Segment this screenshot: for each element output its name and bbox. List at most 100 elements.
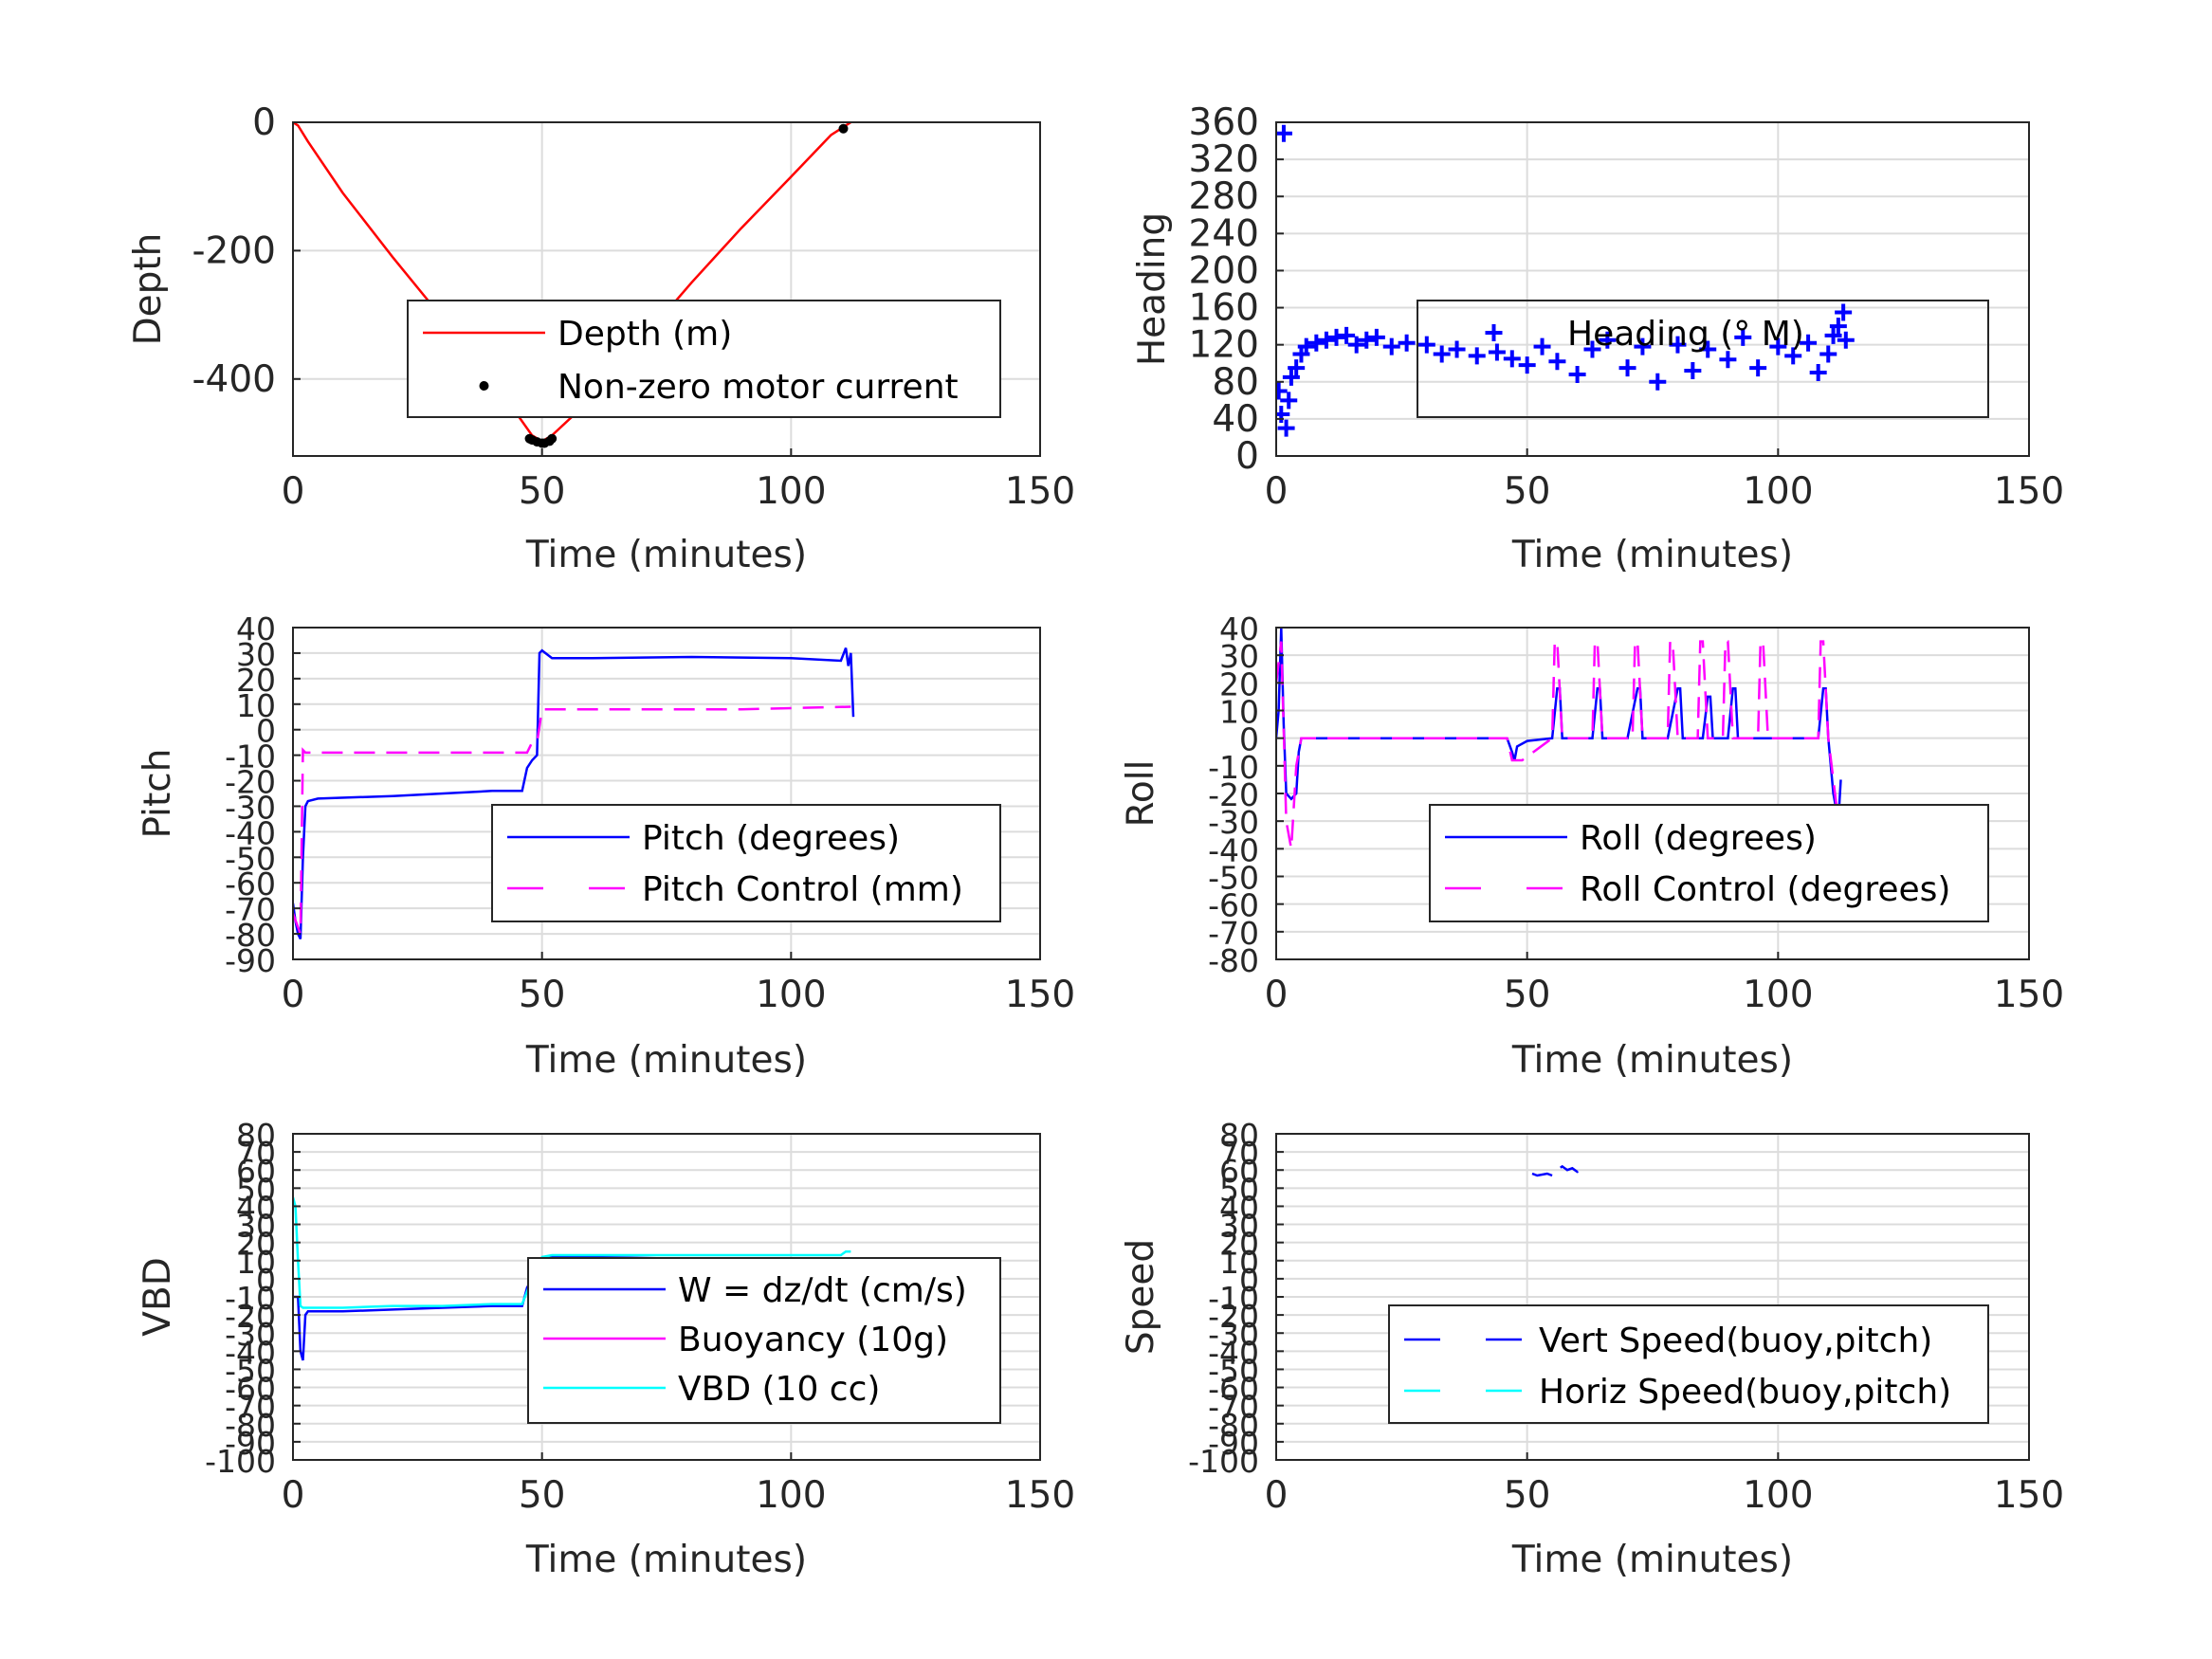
y-tick-label: -60 (1208, 887, 1259, 924)
heading-point (1382, 337, 1400, 356)
y-tick-label: -100 (1188, 1443, 1259, 1480)
y-tick-label: 70 (1219, 1135, 1259, 1172)
heading-point (1634, 337, 1652, 356)
heading-point (1837, 331, 1855, 349)
y-tick-label: 80 (1219, 1117, 1259, 1154)
heading-point (1618, 359, 1636, 377)
y-tick-label: 0 (252, 101, 276, 144)
y-tick-label: 60 (236, 1153, 276, 1190)
legend-entry: Pitch Control (mm) (642, 870, 963, 909)
x-axis-label: Time (minutes) (1511, 534, 1793, 576)
legend-box (1388, 1304, 1989, 1424)
y-tick-label: -50 (225, 1352, 276, 1389)
x-axis-label: Time (minutes) (1511, 1539, 1793, 1581)
heading-point (1488, 343, 1506, 361)
y-tick-label: 360 (1189, 101, 1259, 144)
y-axis-label: VBD (137, 1257, 179, 1336)
series-line-2 (293, 1196, 851, 1309)
heading-point (1769, 337, 1787, 356)
y-tick-label: 240 (1189, 212, 1259, 255)
series-line-0 (1531, 1164, 1588, 1177)
y-tick-label: 120 (1189, 324, 1259, 367)
heading-point (1398, 334, 1416, 352)
legend-box (407, 300, 1001, 418)
heading-point (1347, 336, 1365, 354)
plot-area (1276, 122, 2029, 456)
x-tick-label: 150 (1005, 1474, 1075, 1517)
legend-box (1429, 804, 1989, 922)
y-tick-label: 10 (1219, 1244, 1259, 1281)
legend-swatch (479, 381, 489, 391)
x-tick-label: 0 (1265, 974, 1289, 1016)
y-tick-label: -90 (225, 942, 276, 979)
x-tick-label: 150 (1005, 470, 1075, 513)
heading-point (1317, 331, 1335, 349)
legend: Depth (m) Non-zero motor current (407, 300, 1001, 418)
x-tick-label: 150 (1994, 1474, 2064, 1517)
heading-point (1824, 326, 1842, 344)
y-tick-label: -20 (1208, 776, 1259, 813)
heading-point (1358, 331, 1376, 349)
heading-point (1307, 334, 1325, 352)
y-tick-label: -50 (1208, 1352, 1259, 1389)
y-tick-label: 30 (236, 1208, 276, 1245)
heading-point (1800, 334, 1818, 352)
y-tick-label: 0 (1239, 721, 1259, 758)
heading-point (1448, 340, 1466, 358)
x-tick-label: 0 (1265, 1474, 1289, 1517)
heading-point (1276, 124, 1292, 142)
y-axis-label: Pitch (137, 749, 179, 839)
y-tick-label: -10 (1208, 749, 1259, 786)
legend-entry: Depth (m) (558, 315, 732, 354)
legend-entry: Horiz Speed(buoy,pitch) (1539, 1373, 1951, 1412)
y-tick-label: 30 (1219, 638, 1259, 675)
y-tick-label: -50 (1208, 860, 1259, 897)
heading-point (1649, 373, 1667, 391)
heading-point (1684, 362, 1702, 380)
y-tick-label: -40 (1208, 831, 1259, 868)
x-axis-label: Time (minutes) (525, 1039, 807, 1082)
heading-point (1749, 359, 1767, 377)
x-axis-label: Time (minutes) (1511, 1039, 1793, 1082)
legend: W = dz/dt (cm/s) Buoyancy (10g) VBD (10 cc… (527, 1257, 1001, 1424)
heading-point (1533, 337, 1551, 356)
legend-swatch (1485, 324, 1503, 341)
legend-entry: Roll (degrees) (1580, 819, 1817, 858)
series-layer (293, 122, 852, 448)
y-tick-label: 0 (256, 713, 276, 750)
y-tick-label: 10 (236, 687, 276, 724)
y-tick-label: 40 (1212, 398, 1259, 441)
y-tick-label: -10 (1208, 1280, 1259, 1317)
y-axis-label: Roll (1120, 760, 1162, 828)
legend-entry: Pitch (degrees) (642, 819, 900, 858)
heading-point (1297, 337, 1315, 356)
heading-point (1338, 326, 1356, 344)
y-tick-label: -20 (1208, 1298, 1259, 1335)
x-axis-label: Time (minutes) (525, 1539, 807, 1581)
y-tick-label: -20 (225, 1298, 276, 1335)
y-tick-label: -50 (225, 840, 276, 877)
legend-entry: Vert Speed(buoy,pitch) (1539, 1322, 1932, 1360)
y-tick-label: 0 (256, 1262, 276, 1299)
y-tick-label: 30 (1219, 1208, 1259, 1245)
x-tick-label: 50 (1504, 974, 1551, 1016)
legend: Roll (degrees) Roll Control (degrees) (1429, 804, 1989, 922)
x-tick-label: 100 (756, 974, 826, 1016)
heading-point (1276, 382, 1288, 400)
motor-current-point (547, 433, 558, 444)
heading-point (1719, 351, 1737, 369)
x-tick-label: 150 (1994, 974, 2064, 1016)
y-tick-label: -70 (1208, 1389, 1259, 1426)
y-tick-label: -70 (225, 891, 276, 928)
legend-entry: Heading (° M) (1567, 315, 1804, 354)
heading-point (1518, 356, 1536, 374)
x-tick-label: 0 (1265, 470, 1289, 513)
legend: Vert Speed(buoy,pitch) Horiz Speed(buoy,p… (1388, 1304, 1989, 1424)
x-tick-label: 50 (1504, 470, 1551, 513)
y-tick-label: 50 (1219, 1171, 1259, 1208)
heading-point (1280, 392, 1298, 410)
y-tick-label: 160 (1189, 287, 1259, 330)
legend-entry: Non-zero motor current (558, 368, 959, 407)
